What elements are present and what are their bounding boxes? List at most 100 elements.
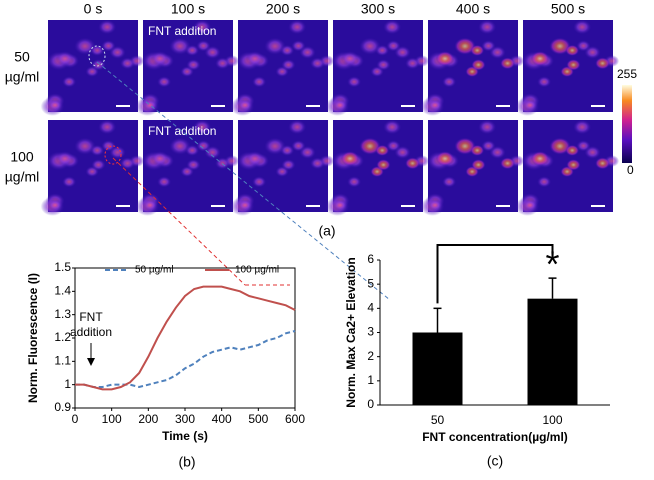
cell [91, 59, 106, 71]
x-tick-label: 500 [248, 412, 268, 426]
cell [530, 151, 550, 167]
time-label: 200 s [266, 1, 300, 17]
cell [427, 199, 443, 212]
cell [157, 76, 172, 88]
cell [288, 119, 307, 135]
cell [280, 44, 295, 56]
panel-label: (c) [487, 453, 503, 469]
cell [584, 45, 601, 59]
cell [288, 19, 307, 35]
cell [310, 57, 325, 70]
y-axis-label: Norm. Fluorescence (I) [26, 273, 40, 403]
cell [109, 45, 126, 59]
roi [88, 45, 106, 67]
cell [471, 59, 486, 71]
x-tick-label: 100 [542, 413, 562, 427]
scale-bar [116, 105, 130, 107]
cell [90, 144, 105, 156]
colorbar-label: 255 [617, 67, 637, 81]
bar [527, 298, 578, 405]
cell [347, 176, 362, 188]
cell [427, 99, 443, 112]
cell [405, 157, 420, 170]
colorbar-label: 0 [627, 163, 634, 177]
x-axis-label: FNT concentration(µg/ml) [422, 430, 568, 444]
significance-bracket [436, 244, 554, 304]
cell [193, 19, 212, 35]
y-tick-label: 1.4 [54, 284, 71, 298]
y-tick-label: 5 [367, 276, 374, 290]
cell [281, 59, 296, 71]
scale-bar [116, 205, 130, 207]
cell [252, 176, 267, 188]
cell [157, 176, 172, 188]
cell [120, 57, 135, 70]
cell [595, 157, 610, 170]
cell [489, 45, 506, 59]
cell [375, 144, 390, 156]
image-grid: FNT addition FNT addition [40, 19, 620, 216]
cell [340, 51, 360, 67]
cell [383, 19, 402, 35]
cell [566, 159, 581, 171]
row-label: µg/ml [5, 69, 40, 85]
link-arrow [112, 157, 246, 286]
time-label: 0 s [84, 1, 103, 17]
cell [435, 151, 455, 167]
series-line [75, 330, 296, 389]
time-label: 500 s [551, 1, 585, 17]
scale-bar [211, 105, 225, 107]
cell [522, 99, 538, 112]
scale-bar [496, 205, 510, 207]
x-axis-label: Time (s) [162, 429, 208, 443]
cell [186, 159, 201, 171]
cell [470, 144, 485, 156]
cell [376, 59, 391, 71]
panel-label: (a) [318, 223, 335, 239]
cell [500, 157, 515, 170]
y-tick-label: 1.1 [54, 354, 71, 368]
cell [394, 45, 411, 59]
x-tick-label: 50 [431, 413, 445, 427]
cell [55, 51, 75, 67]
annotation-arrowhead [87, 358, 95, 366]
image-annotation: FNT addition [148, 24, 216, 38]
cell [478, 119, 497, 135]
scale-bar [591, 105, 605, 107]
x-tick-label: 300 [175, 412, 195, 426]
legend-label: 100 µg/ml [235, 265, 279, 276]
cell [62, 176, 77, 188]
cell [109, 145, 126, 159]
cell [90, 44, 105, 56]
cell [566, 59, 581, 71]
cell [347, 76, 362, 88]
cell [55, 151, 75, 167]
cell [340, 151, 360, 167]
cell [142, 99, 158, 112]
cell [47, 99, 63, 112]
y-tick-label: 0 [367, 397, 374, 411]
cell [573, 119, 592, 135]
cell [215, 57, 230, 70]
scale-bar [211, 205, 225, 207]
cell [310, 157, 325, 170]
row-label: 50 [14, 49, 30, 65]
x-tick-label: 100 [102, 412, 122, 426]
cell [489, 145, 506, 159]
cell [442, 176, 457, 188]
cell [98, 119, 117, 135]
cell [573, 19, 592, 35]
cell [120, 157, 135, 170]
cell [185, 144, 200, 156]
row-label: µg/ml [5, 169, 40, 185]
cell [62, 76, 77, 88]
cell [478, 19, 497, 35]
cell [245, 151, 265, 167]
scale-bar [306, 105, 320, 107]
y-tick-label: 1 [367, 373, 374, 387]
cell [98, 19, 117, 35]
cell [186, 59, 201, 71]
y-tick-label: 1.2 [54, 330, 71, 344]
cell [375, 44, 390, 56]
legend-label: 50 µg/ml [135, 265, 174, 276]
